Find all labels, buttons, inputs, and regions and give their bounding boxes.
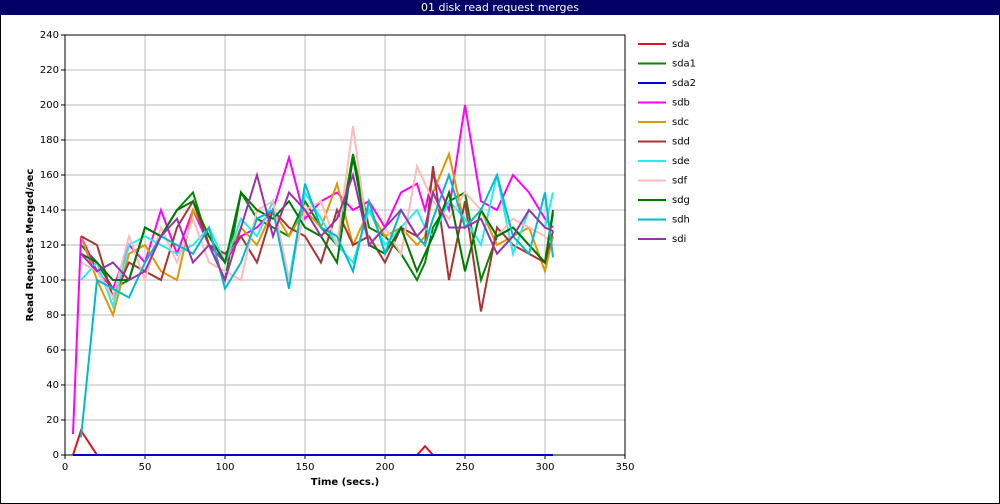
y-tick-label: 240: [40, 30, 59, 41]
legend-label: sdh: [672, 215, 690, 226]
y-tick-label: 80: [46, 310, 59, 321]
series-line: [80, 171, 554, 283]
series-line: [80, 171, 554, 438]
legend-label: sdf: [672, 176, 688, 187]
x-tick-label: 150: [295, 462, 314, 473]
y-tick-label: 180: [40, 135, 59, 146]
legend-label: sde: [672, 156, 690, 167]
legend-label: sda1: [672, 59, 696, 70]
y-tick-label: 120: [40, 240, 59, 251]
x-tick-label: 50: [139, 462, 152, 473]
legend-label: sda2: [672, 78, 696, 89]
legend-label: sdb: [672, 98, 690, 109]
legend-label: sda: [672, 39, 690, 50]
y-tick-label: 20: [46, 415, 59, 426]
legend-label: sdg: [672, 195, 690, 206]
x-tick-label: 200: [375, 462, 394, 473]
y-tick-label: 0: [53, 450, 59, 461]
chart-title: 01 disk read request merges: [421, 1, 579, 14]
x-tick-label: 350: [615, 462, 634, 473]
y-tick-label: 140: [40, 205, 59, 216]
legend-label: sdd: [672, 137, 690, 148]
title-bar: [0, 0, 1000, 15]
y-tick-label: 100: [40, 275, 59, 286]
y-tick-label: 60: [46, 345, 59, 356]
x-tick-label: 300: [535, 462, 554, 473]
y-tick-label: 160: [40, 170, 59, 181]
x-tick-label: 0: [62, 462, 68, 473]
legend-label: sdi: [672, 234, 686, 245]
x-axis-label: Time (secs.): [311, 477, 380, 488]
y-tick-label: 40: [46, 380, 59, 391]
y-axis-label: Read Requests Merged/sec: [25, 169, 36, 322]
x-tick-label: 250: [455, 462, 474, 473]
y-tick-label: 220: [40, 65, 59, 76]
y-tick-label: 200: [40, 100, 59, 111]
legend-label: sdc: [672, 117, 689, 128]
x-tick-label: 100: [215, 462, 234, 473]
series-line: [80, 166, 554, 312]
